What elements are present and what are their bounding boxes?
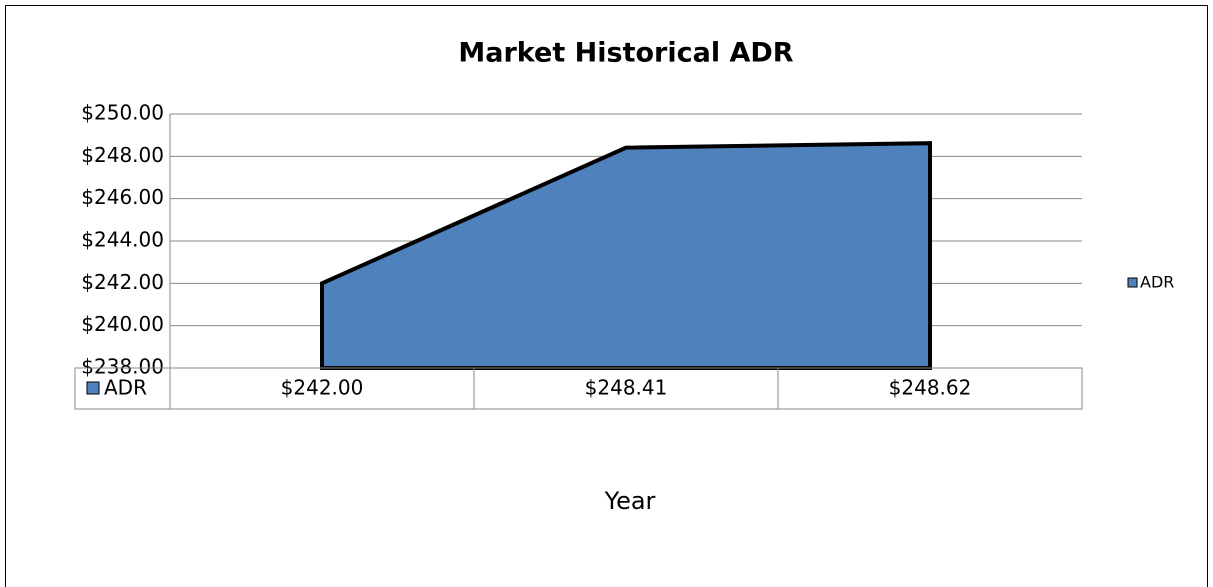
table-value: $248.41 [585,376,668,400]
table-value: $242.00 [281,376,364,400]
x-axis-label: Year [604,487,656,515]
table-series-name: ADR [104,376,147,400]
table-value: $248.62 [889,376,972,400]
legend-key [86,381,100,395]
y-tick-label: $242.00 [81,270,164,294]
y-tick-label: $248.00 [81,143,164,167]
legend-label: ADR [1140,273,1174,292]
data-table [74,367,1083,410]
y-tick-label: $244.00 [81,228,164,252]
chart-title: Market Historical ADR [458,38,793,69]
y-tick-label: $238.00 [81,355,164,379]
legend-key [1127,277,1138,288]
y-tick-label: $246.00 [81,185,164,209]
y-tick-label: $240.00 [81,312,164,336]
y-tick-label: $250.00 [81,101,164,125]
